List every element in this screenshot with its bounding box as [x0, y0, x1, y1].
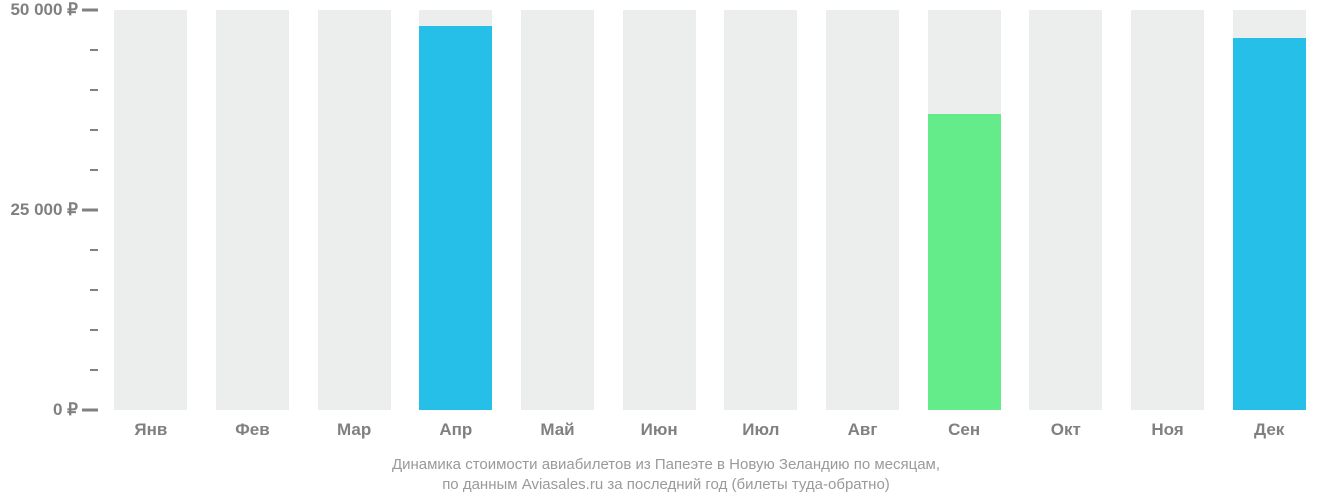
x-axis-label: Мар	[337, 420, 371, 440]
bar-placeholder	[724, 10, 797, 410]
y-axis-minor-tick	[90, 289, 98, 291]
bar-slot	[1029, 10, 1102, 410]
bar-slot	[826, 10, 899, 410]
bar-placeholder	[521, 10, 594, 410]
x-axis-label: Май	[540, 420, 574, 440]
y-axis-label: 25 000 ₽	[10, 200, 78, 220]
x-axis-label: Июл	[742, 420, 779, 440]
x-axis-label: Фев	[235, 420, 269, 440]
bar-value	[928, 114, 1001, 410]
bar-slot	[1233, 10, 1306, 410]
bar-value	[419, 26, 492, 410]
bar-placeholder	[114, 10, 187, 410]
bar-placeholder	[826, 10, 899, 410]
bar-slot	[724, 10, 797, 410]
chart-caption-line2: по данным Aviasales.ru за последний год …	[0, 476, 1332, 493]
y-axis-label: 50 000 ₽	[10, 0, 78, 20]
x-axis-label: Апр	[439, 420, 472, 440]
x-axis-label: Сен	[948, 420, 980, 440]
bar-slot	[1131, 10, 1204, 410]
y-axis: 0 ₽25 000 ₽50 000 ₽	[0, 0, 100, 410]
bar-slot	[623, 10, 696, 410]
x-axis-label: Янв	[134, 420, 167, 440]
x-axis-label: Авг	[848, 420, 878, 440]
y-axis-minor-tick	[90, 369, 98, 371]
bar-placeholder	[623, 10, 696, 410]
y-axis-major-tick	[82, 9, 98, 12]
y-axis-minor-tick	[90, 249, 98, 251]
y-axis-major-tick	[82, 409, 98, 412]
y-axis-minor-tick	[90, 169, 98, 171]
bar-slot	[928, 10, 1001, 410]
bar-slot	[419, 10, 492, 410]
bar-slot	[114, 10, 187, 410]
plot-area	[100, 10, 1320, 410]
price-dynamics-chart: 0 ₽ 25 000 ₽ 50 000 ₽ Янв Фев Мар Апр Май Июн Ию…	[0, 0, 1332, 502]
bar-value	[1233, 38, 1306, 410]
bar-placeholder	[1029, 10, 1102, 410]
y-axis-minor-tick	[90, 329, 98, 331]
x-axis-label: Июн	[641, 420, 678, 440]
y-axis-minor-tick	[90, 89, 98, 91]
bar-placeholder	[318, 10, 391, 410]
x-axis-label: Окт	[1051, 420, 1081, 440]
bar-slot	[216, 10, 289, 410]
bar-placeholder	[216, 10, 289, 410]
y-axis-major-tick	[82, 209, 98, 212]
y-axis-label: 0 ₽	[53, 400, 78, 420]
y-axis-minor-tick	[90, 129, 98, 131]
bar-slot	[318, 10, 391, 410]
x-axis-label: Дек	[1254, 420, 1284, 440]
chart-caption-line1: Динамика стоимости авиабилетов из Папеэт…	[0, 456, 1332, 473]
bar-placeholder	[1131, 10, 1204, 410]
bar-slot	[521, 10, 594, 410]
y-axis-minor-tick	[90, 49, 98, 51]
x-axis-labels: Янв Фев Мар Апр Май Июн Июл Авг Сен Окт Ноя Дек	[100, 420, 1320, 450]
x-axis-label: Ноя	[1151, 420, 1183, 440]
